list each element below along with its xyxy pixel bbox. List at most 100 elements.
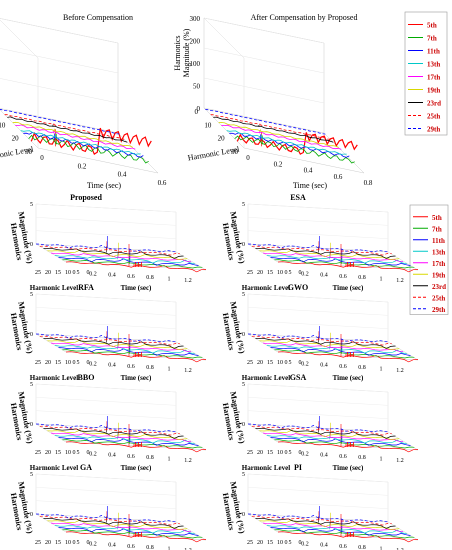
z-tick-label: 5 [30,382,33,388]
series-line [218,122,339,148]
gridline [203,17,325,44]
x-tick-label: 1.2 [396,548,404,550]
series-line [270,527,411,536]
y-axis-label: Harmonic Level [30,284,78,292]
y-tick-label: 20 [257,540,263,546]
x-tick-label: 0.8 [358,455,366,461]
panel-title: ESA [290,193,306,202]
legend-label: 29th [427,126,440,134]
x-tick-label: 1.2 [184,368,192,374]
series-line [43,517,184,529]
z-tick-label: 5 [242,202,245,208]
series-line [39,515,180,526]
series-line [47,249,188,260]
z-tick-label: 5 [30,472,33,478]
series-line [50,342,192,352]
series-line [259,519,400,530]
axis-floor [35,243,207,271]
x-tick-label: 1.2 [396,368,404,374]
gridline [35,230,177,239]
series-line [12,121,133,148]
series-line [47,519,188,530]
z-tick-label: 0 [30,332,33,338]
series-line [251,245,392,256]
series-line [226,130,347,155]
y-tick-label: 15 [267,540,273,546]
x-axis-label: Time (sec) [121,284,152,292]
series-line [58,347,199,356]
x-tick-label: 0 [73,450,76,456]
series-line [234,135,355,164]
gridline [247,203,389,213]
y-tick-label: 30 [231,148,239,156]
panel-title: After Compensation by Proposed [251,13,358,22]
gridline [247,487,389,496]
legend-label: 7th [427,35,437,43]
x-tick-label: 1.2 [396,458,404,464]
y-tick-label: 25 [35,450,41,456]
series-line [35,513,177,523]
series-line [255,517,396,529]
y-tick-label: 5 [77,270,80,276]
series-line [251,425,392,436]
y-tick-label: 15 [267,270,273,276]
series-line [251,335,392,346]
z-tick-label: 0 [242,332,245,338]
y-tick-label: 25 [35,270,41,276]
series-line [210,114,331,140]
axis-backwall [203,17,325,133]
y-tick-label: 10 [204,121,212,129]
x-axis-label: Time (sec) [293,181,327,190]
series-line [43,427,184,439]
x-tick-label: 0.6 [158,179,167,187]
panel-title: RFA [78,283,94,292]
gridline [247,307,389,316]
y-tick-label: 0 [87,270,90,276]
axis-floor [35,513,207,541]
x-tick-label: 0.2 [301,541,309,547]
x-tick-label: 0 [246,154,250,162]
legend-label: 17th [432,260,445,268]
x-tick-label: 1 [380,367,383,373]
y-axis-label: Harmonic Level [187,144,241,162]
series-line [62,349,203,359]
gridline [35,203,177,213]
x-tick-label: 0.2 [301,451,309,457]
legend-label: 11th [427,48,440,56]
z-tick-label: 5 [242,472,245,478]
gridline [247,217,389,226]
gridline [247,473,389,483]
series-line [266,524,407,535]
z-tick-label: 0 [197,105,201,113]
legend-label: 29th [432,306,445,314]
series-line [39,245,180,256]
series-line [54,254,195,265]
y-tick-label: 20 [12,135,20,143]
y-tick-label: 25 [35,540,41,546]
y-tick-label: 20 [257,270,263,276]
series-line [262,522,404,532]
x-tick-label: 0.2 [89,361,97,367]
y-tick-label: 5 [289,540,292,546]
x-tick-label: 0.2 [89,271,97,277]
x-tick-label: 1 [380,457,383,463]
legend-label: 19th [427,87,440,95]
y-axis-label: Harmonic Level [30,374,78,382]
y-tick-label: 15 [267,450,273,456]
axis-backwall [0,18,119,133]
x-tick-label: 0.6 [339,544,347,550]
series-line [247,333,389,343]
y-tick-label: 10 [277,540,283,546]
y-tick-label: 10 [0,121,6,129]
x-axis-label: Time (sec) [121,464,152,472]
x-tick-label: 1 [168,457,171,463]
y-tick-label: 25 [35,360,41,366]
y-tick-label: 0 [299,270,302,276]
x-tick-label: 0.8 [358,275,366,281]
panel-title: PI [294,463,302,472]
x-tick-label: 1 [168,547,171,550]
series-line [35,333,177,343]
